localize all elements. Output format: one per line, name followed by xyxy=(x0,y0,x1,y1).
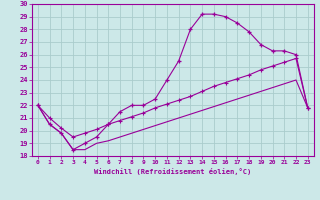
X-axis label: Windchill (Refroidissement éolien,°C): Windchill (Refroidissement éolien,°C) xyxy=(94,168,252,175)
